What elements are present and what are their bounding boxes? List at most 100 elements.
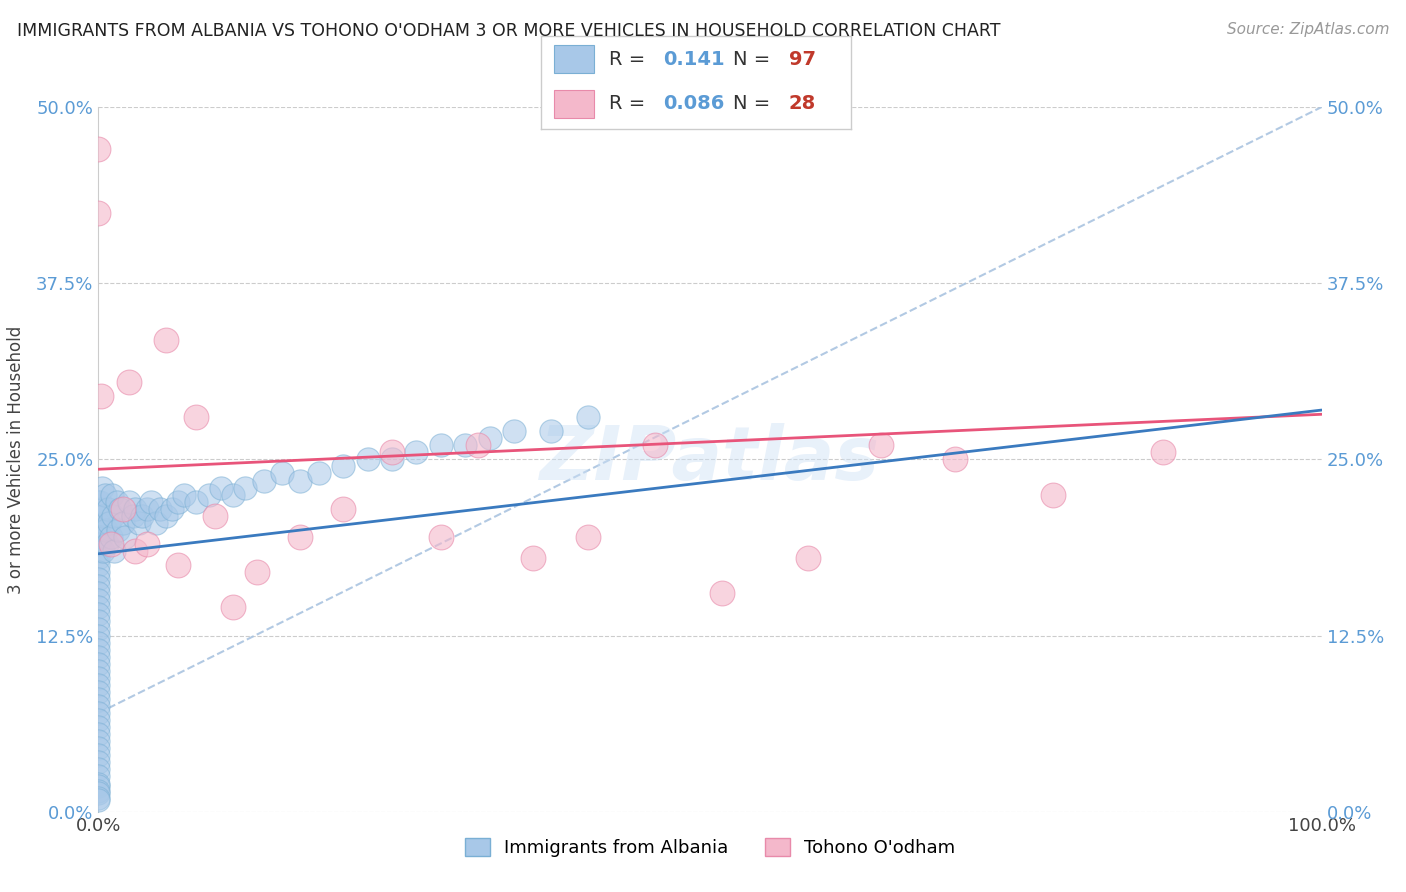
Text: N =: N = xyxy=(733,50,776,69)
Y-axis label: 3 or more Vehicles in Household: 3 or more Vehicles in Household xyxy=(7,326,25,593)
Point xyxy=(87,741,110,756)
Point xyxy=(87,649,110,664)
Point xyxy=(576,410,599,425)
Point xyxy=(103,544,125,558)
Point xyxy=(270,467,294,481)
Point xyxy=(430,438,453,452)
Point xyxy=(381,452,404,467)
Point xyxy=(87,769,110,784)
Point xyxy=(87,628,110,642)
Point xyxy=(87,657,110,671)
Point xyxy=(173,487,195,501)
Point xyxy=(167,494,190,508)
Point xyxy=(89,494,111,508)
Point xyxy=(105,494,128,508)
Point xyxy=(87,756,110,770)
Point xyxy=(87,544,110,558)
Point xyxy=(222,487,245,501)
Point xyxy=(96,537,118,551)
Point xyxy=(131,508,153,523)
Point xyxy=(454,438,477,452)
Point xyxy=(797,551,820,566)
Point xyxy=(87,685,110,699)
Point xyxy=(87,537,110,551)
Point xyxy=(478,431,501,445)
Point xyxy=(332,501,354,516)
Point xyxy=(87,516,110,530)
Point xyxy=(186,494,208,508)
Point xyxy=(87,727,110,741)
Point xyxy=(149,501,172,516)
Point xyxy=(94,523,117,537)
Point xyxy=(87,763,110,777)
Point xyxy=(101,487,124,501)
Point xyxy=(87,593,110,607)
Point xyxy=(204,508,226,523)
Point xyxy=(87,600,110,615)
Legend: Immigrants from Albania, Tohono O'odham: Immigrants from Albania, Tohono O'odham xyxy=(456,829,965,866)
Point xyxy=(91,508,114,523)
Point xyxy=(290,474,312,488)
Point xyxy=(124,501,146,516)
Point xyxy=(540,424,562,438)
Point xyxy=(87,586,110,600)
Point xyxy=(100,537,122,551)
Point xyxy=(87,699,110,714)
Point xyxy=(155,333,177,347)
Point xyxy=(252,474,274,488)
Point xyxy=(128,516,150,530)
Point xyxy=(118,375,141,389)
FancyBboxPatch shape xyxy=(554,90,593,118)
Point xyxy=(118,494,141,508)
Point xyxy=(87,786,110,800)
Point xyxy=(87,607,110,622)
Point xyxy=(93,487,115,501)
Point xyxy=(101,508,124,523)
Point xyxy=(222,600,245,615)
FancyBboxPatch shape xyxy=(554,45,593,73)
Text: N =: N = xyxy=(733,94,776,112)
Text: 0.141: 0.141 xyxy=(664,50,725,69)
Point xyxy=(87,776,110,790)
Text: 97: 97 xyxy=(789,50,815,69)
Point xyxy=(87,565,110,579)
Point xyxy=(246,565,269,579)
Point xyxy=(87,642,110,657)
Point xyxy=(290,530,312,544)
Point xyxy=(308,467,330,481)
Point xyxy=(90,530,112,544)
Point xyxy=(870,438,893,452)
Point xyxy=(87,783,110,797)
Point xyxy=(139,494,162,508)
Point xyxy=(1042,487,1064,501)
Point xyxy=(87,780,110,794)
Point xyxy=(87,494,110,508)
Point xyxy=(87,579,110,593)
Point xyxy=(110,501,132,516)
Point xyxy=(197,487,219,501)
Point xyxy=(405,445,427,459)
Point xyxy=(332,459,354,474)
Point xyxy=(576,530,599,544)
Point xyxy=(114,530,136,544)
Point xyxy=(87,678,110,692)
Point xyxy=(107,523,129,537)
Point xyxy=(430,530,453,544)
Point xyxy=(467,438,489,452)
Text: Source: ZipAtlas.com: Source: ZipAtlas.com xyxy=(1226,22,1389,37)
Point xyxy=(186,410,208,425)
Point xyxy=(155,508,177,523)
Point xyxy=(1152,445,1174,459)
Point xyxy=(87,692,110,706)
Point xyxy=(87,508,110,523)
Point xyxy=(87,523,110,537)
Text: 0.086: 0.086 xyxy=(664,94,725,112)
Point xyxy=(111,516,134,530)
Point xyxy=(87,142,110,156)
Point xyxy=(145,516,167,530)
Point xyxy=(136,537,159,551)
Point xyxy=(87,671,110,685)
Point xyxy=(381,445,404,459)
Point xyxy=(503,424,526,438)
Point xyxy=(87,713,110,727)
